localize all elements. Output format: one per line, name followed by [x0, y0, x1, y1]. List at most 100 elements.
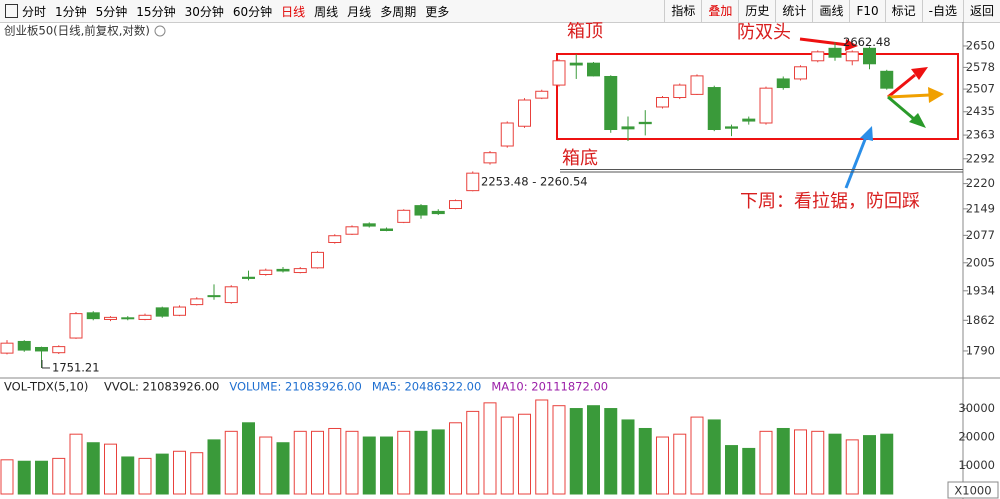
period-tab[interactable]: 30分钟	[184, 4, 224, 19]
volume-bar	[500, 416, 514, 495]
tool-buttons: 指标 叠加 历史 统计 画线 F10 标记 -自选 返回	[664, 0, 1000, 22]
candle-body	[224, 286, 238, 304]
chart: 创业板50(日线,前复权,对数) 1790 1862 1934 2005 2077 2149…	[0, 22, 1000, 499]
period-tab[interactable]: 5分钟	[95, 4, 128, 19]
arrow	[887, 93, 931, 99]
volume-bar	[17, 460, 31, 495]
chart-title: 创业板50(日线,前复权,对数)	[4, 24, 150, 38]
period-tabs: 分时 1分钟 5分钟 15分钟 30分钟 60分钟 日线 周线 月线 多周期 更多	[22, 0, 449, 22]
period-tab[interactable]: 60分钟	[232, 4, 273, 19]
candle-body	[345, 226, 359, 235]
candle-body	[518, 99, 531, 127]
candle-body	[190, 298, 204, 306]
volume-bar	[880, 433, 894, 495]
period-tab[interactable]: 多周期	[380, 4, 417, 19]
y-tick-label: 2220	[966, 176, 995, 190]
arrows	[799, 37, 944, 189]
tool-button[interactable]: 指标	[664, 0, 701, 22]
tool-button[interactable]: 标记	[884, 0, 922, 22]
candle-body	[431, 210, 445, 215]
period-tab[interactable]: 1分钟	[55, 4, 87, 19]
candle-body	[380, 228, 393, 232]
unit-box	[947, 481, 999, 499]
candle-body	[725, 126, 738, 129]
candle-body	[794, 66, 807, 80]
candle-body	[569, 62, 583, 66]
tool-button[interactable]: -自选	[921, 0, 963, 22]
candle-body	[207, 295, 221, 298]
legend-entry: MA10: 20111872.00	[491, 380, 608, 394]
arrow-head	[860, 126, 873, 141]
y-tick-label: 2149	[966, 201, 995, 215]
tool-button[interactable]: F10	[849, 0, 884, 22]
y-tick-label: 2650	[966, 38, 995, 52]
volume-bar	[431, 429, 445, 495]
volume-bar	[569, 408, 583, 495]
volume-bar	[35, 460, 48, 495]
volume-bar	[518, 413, 531, 495]
y-tick-label: 30000	[958, 401, 995, 415]
tool-button[interactable]: 返回	[962, 0, 1000, 22]
volume-bar	[173, 450, 186, 495]
candle-body	[69, 313, 83, 339]
annotation: 下周：看拉锯，防回踩	[740, 191, 920, 212]
volume-bar	[190, 452, 204, 495]
y-tick-label: 1862	[966, 313, 995, 327]
period-tab[interactable]: 月线	[347, 4, 372, 19]
legend-entry: VVOL: 21083926.00	[104, 380, 219, 394]
y-tick-label: 10000	[958, 458, 995, 472]
volume-bar	[104, 443, 117, 495]
volume-bar	[242, 422, 255, 495]
arrow-head	[909, 113, 926, 128]
volume-bar	[69, 433, 83, 495]
volume-bar	[259, 436, 273, 495]
arrow-head	[928, 87, 944, 103]
period-tab[interactable]: 更多	[425, 4, 450, 19]
tool-button[interactable]: 统计	[775, 0, 812, 22]
period-tab[interactable]: 15分钟	[136, 4, 176, 19]
candle-body	[155, 307, 169, 317]
volume-bar	[449, 422, 462, 495]
candle-body	[52, 346, 66, 354]
tool-button[interactable]: 画线	[812, 0, 849, 22]
candle-body	[138, 314, 152, 320]
arrow	[887, 95, 915, 121]
toolbar-icon	[5, 4, 18, 18]
volume-bar	[690, 416, 704, 495]
period-tab[interactable]: 周线	[314, 4, 339, 19]
candle-body	[638, 121, 652, 125]
candle-body	[828, 47, 842, 58]
candle-body	[690, 75, 704, 95]
candle-body	[759, 87, 773, 124]
y-tick-label: 2005	[966, 255, 995, 269]
volume-bar	[362, 436, 376, 495]
y-tick-label: 2507	[966, 82, 995, 96]
y-tick-label: 20000	[958, 430, 995, 444]
candle-body	[104, 316, 117, 320]
candle-body	[17, 340, 31, 351]
candle-body	[35, 346, 48, 352]
period-tab[interactable]: 日线	[281, 4, 306, 19]
candle-body	[845, 51, 859, 62]
volume-bar	[656, 436, 669, 495]
candle-body	[311, 251, 324, 269]
candle-body	[776, 78, 790, 89]
volume-bar	[397, 430, 411, 495]
volume-bar	[224, 430, 238, 495]
candle-body	[535, 90, 549, 99]
candle-body	[656, 97, 669, 108]
arrow-head	[911, 67, 928, 80]
volume-bar	[121, 456, 135, 495]
arrow-head	[845, 39, 858, 51]
candle-body	[362, 223, 376, 227]
tool-button[interactable]: 历史	[738, 0, 775, 22]
volume-bar	[207, 439, 221, 495]
arrow	[799, 37, 849, 47]
title-icon	[154, 25, 166, 37]
candle-body	[552, 60, 566, 86]
period-tab[interactable]: 分时	[22, 4, 47, 19]
volume-bar	[673, 433, 687, 495]
tool-button[interactable]: 叠加	[701, 0, 738, 22]
toolbar: 分时 1分钟 5分钟 15分钟 30分钟 60分钟 日线 周线 月线 多周期 更多 指标 叠加 历史 统计…	[0, 0, 1000, 23]
